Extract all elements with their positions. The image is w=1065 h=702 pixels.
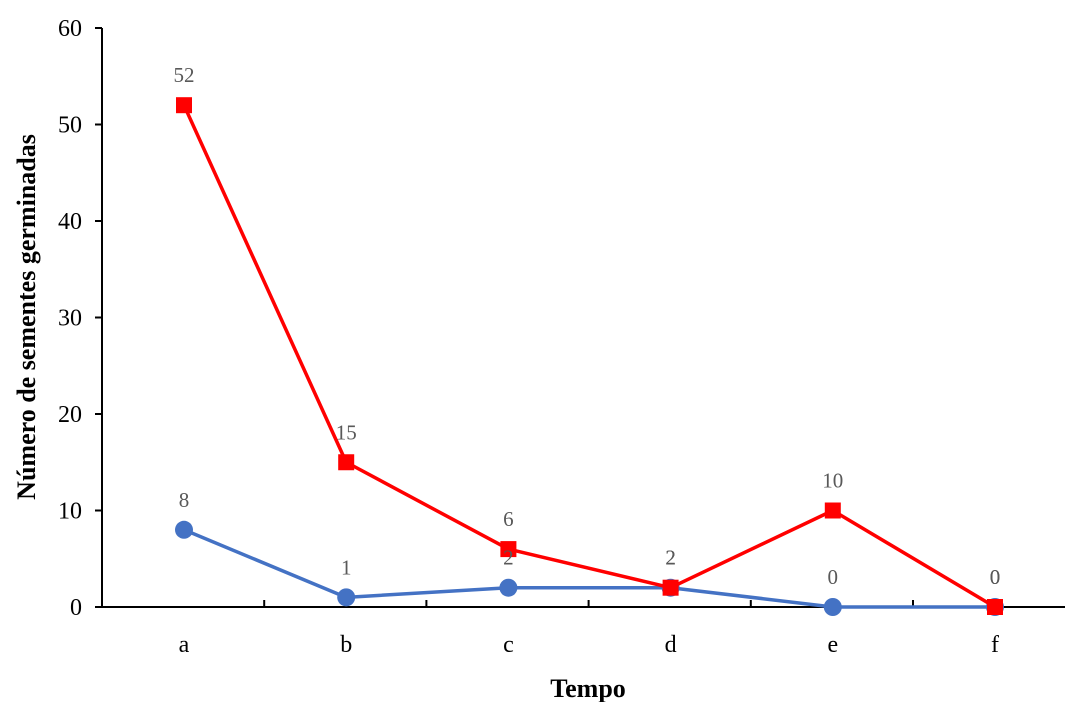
data-label: 1: [341, 555, 352, 579]
data-point-marker: [499, 578, 518, 597]
y-tick-label: 60: [58, 16, 82, 42]
x-tick-label: d: [665, 632, 677, 658]
y-axis-title: Número de sementes germinadas: [12, 134, 41, 500]
y-tick-label: 50: [58, 113, 82, 139]
x-tick-label: e: [827, 632, 838, 658]
data-label: 2: [665, 546, 676, 570]
data-point-marker: [662, 579, 679, 596]
x-tick-label: c: [503, 632, 514, 658]
series-layer: [175, 97, 1004, 616]
series-line: [182, 104, 996, 609]
x-axis-title: Tempo: [550, 674, 626, 702]
data-label: 6: [503, 507, 514, 531]
data-label: 52: [174, 63, 195, 87]
data-point-marker: [338, 454, 355, 471]
y-tick-label: 10: [58, 499, 82, 525]
data-point-marker: [823, 598, 842, 616]
data-label: 0: [990, 565, 1001, 589]
x-tick-label: b: [340, 632, 352, 658]
data-point-marker: [337, 588, 356, 607]
x-tick-label: a: [179, 632, 190, 658]
data-point-marker: [175, 520, 193, 539]
data-point-marker: [500, 541, 517, 558]
y-tick-label: 40: [58, 209, 82, 235]
x-tick-label: f: [991, 632, 999, 658]
data-label: 2: [503, 546, 514, 570]
data-label: 2: [665, 546, 676, 570]
data-point-marker: [824, 502, 841, 519]
series-line: [183, 528, 995, 609]
y-tick-label: 0: [70, 595, 82, 621]
data-label: 10: [822, 469, 843, 493]
y-ticks: 0 10 20 30 40 50 60: [58, 16, 102, 621]
axes: [101, 28, 1065, 608]
y-tick-label: 20: [58, 402, 82, 428]
data-label: 0: [828, 565, 839, 589]
data-label: 8: [179, 488, 190, 512]
data-point-marker: [987, 599, 1003, 615]
y-tick-label: 30: [58, 306, 82, 332]
data-label: 0: [990, 565, 1001, 589]
data-point-marker: [176, 97, 192, 114]
data-label: 15: [336, 420, 357, 444]
